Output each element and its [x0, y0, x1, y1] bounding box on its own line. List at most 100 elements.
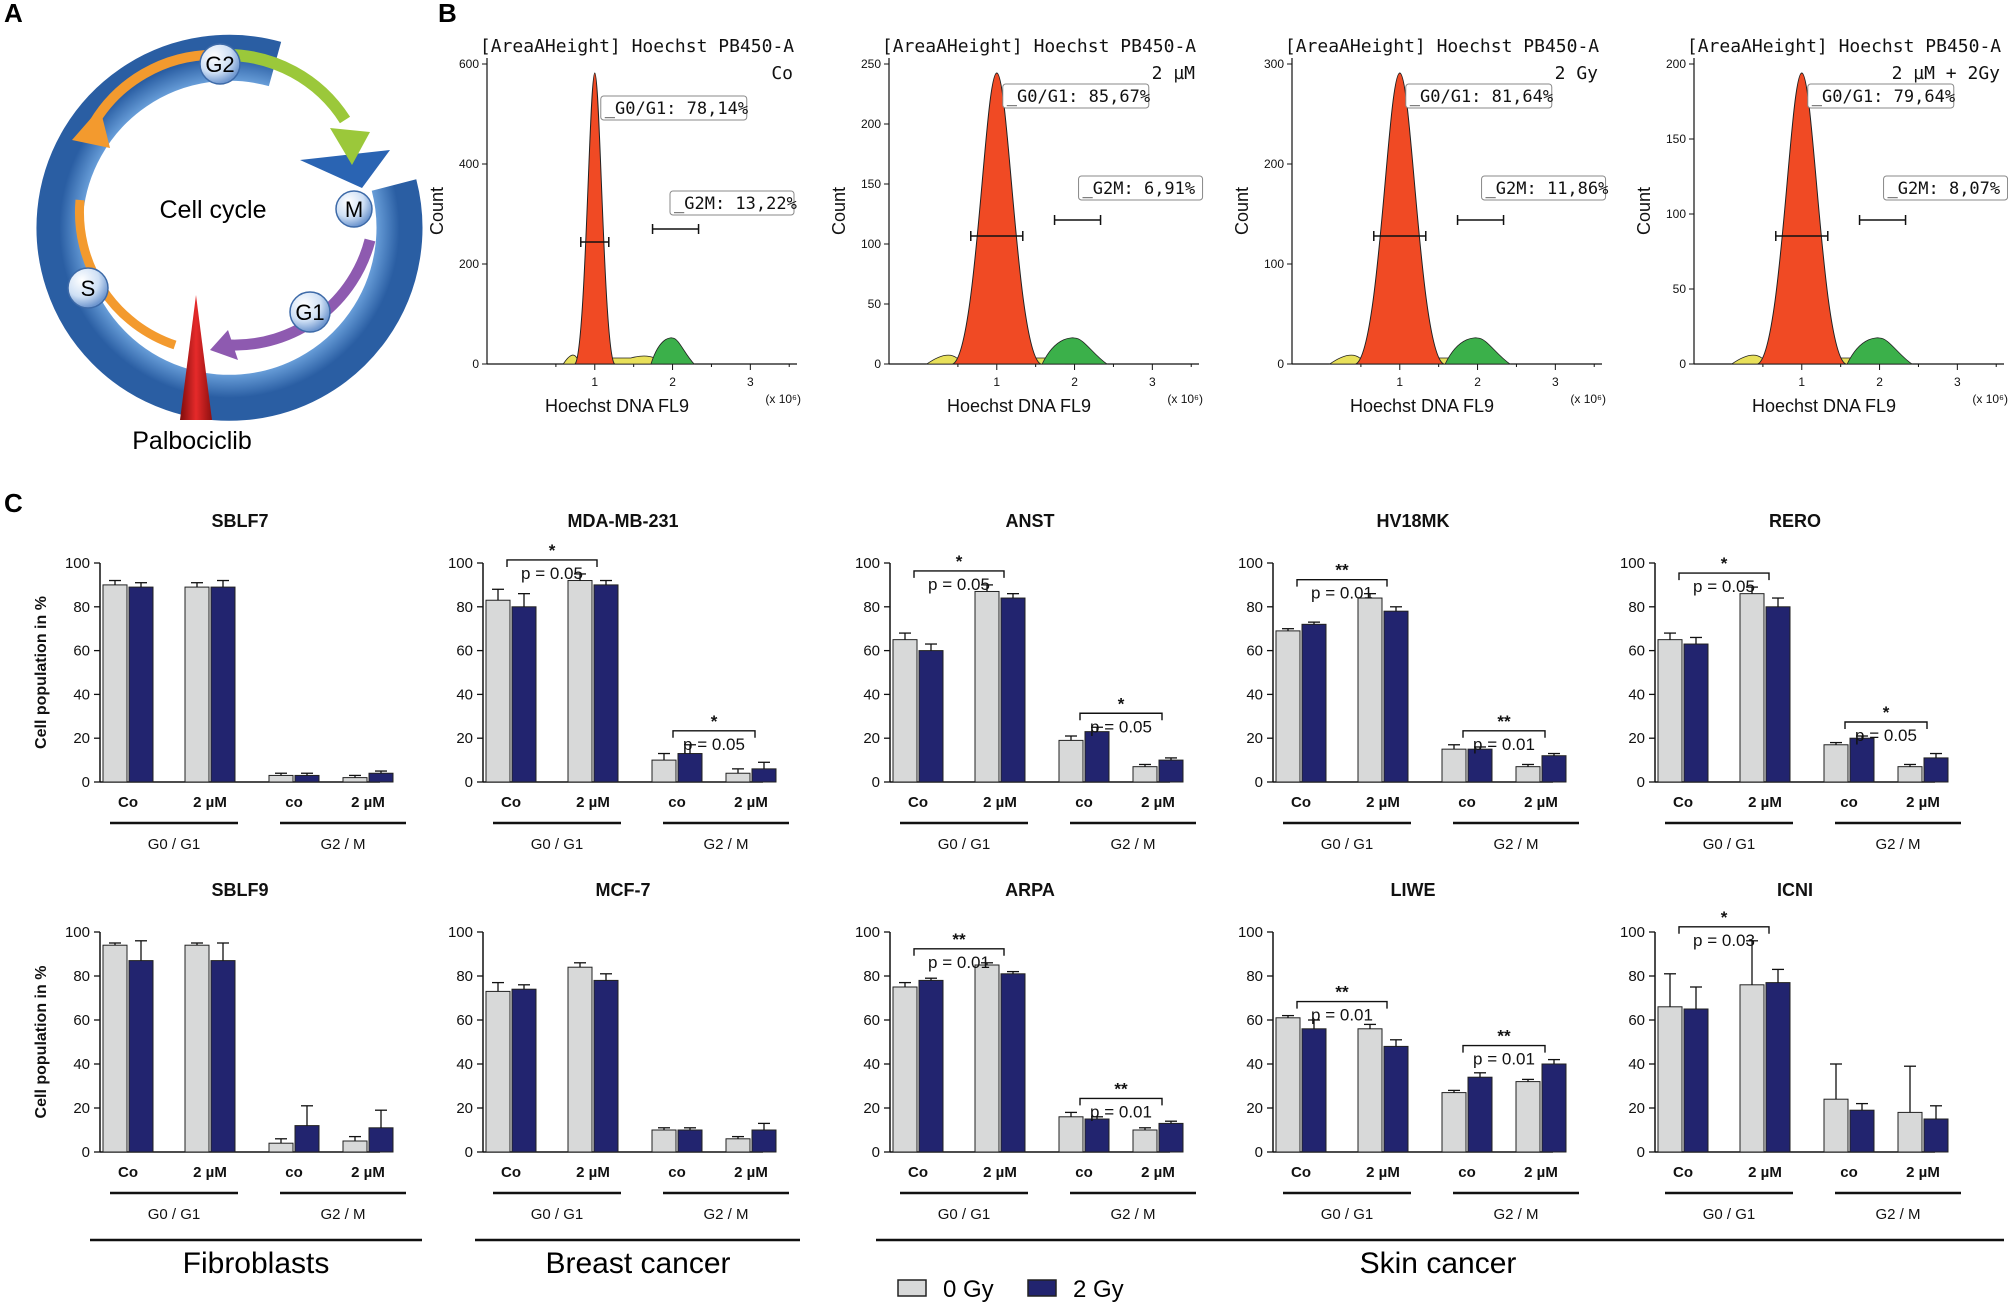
gate-g0g1-box: [600, 95, 748, 121]
bar: [184, 586, 210, 783]
histogram-x-unit: (x 10⁶): [765, 392, 801, 406]
chart-y-tick-label: 100: [65, 555, 90, 572]
histogram-y-tick-label: 250: [861, 57, 881, 71]
gate-g2m-box: [1078, 175, 1204, 201]
chart-y-tick-label: 80: [73, 599, 90, 616]
bar: [1823, 1098, 1849, 1153]
bar: [677, 1129, 703, 1153]
group-label: G2 / M: [1110, 836, 1155, 853]
histogram-g2m-peak: [1041, 337, 1109, 365]
category-label: 2 µM: [1141, 1164, 1175, 1181]
chart-title: ANST: [1006, 511, 1055, 531]
chart-y-tick-label: 40: [1246, 1056, 1263, 1073]
legend-label-2gy: 2 Gy: [1073, 1276, 1124, 1303]
category-label: 2 µM: [1906, 1164, 1940, 1181]
chart-title: LIWE: [1391, 880, 1436, 900]
bar-chart-anst: ANST 0 20 40 60 80 100 Co 2 µM co 2 µM G0 / G1 G2 / …: [855, 511, 1196, 853]
group-label: G2 / M: [320, 1206, 365, 1223]
drug-label: Palbociclib: [132, 427, 252, 455]
chart-y-tick-label: 60: [1628, 643, 1645, 660]
bar: [1058, 1116, 1084, 1153]
gate-g0g1-label: _G0/G1: 78,14%: [605, 99, 748, 119]
histogram-g0g1-peak: [573, 72, 616, 365]
gate-g2m-label: _G2M: 8,07%: [1888, 179, 2001, 199]
chart-y-tick-label: 100: [1620, 555, 1645, 572]
chart-y-tick-label: 60: [456, 1012, 473, 1029]
histogram-x-tick-label: 3: [1552, 375, 1559, 389]
category-label: 2 µM: [1524, 794, 1558, 811]
g1-arrowhead: [210, 330, 238, 360]
group-label: G0 / G1: [531, 1206, 584, 1223]
gate-g2m-box: [669, 190, 795, 216]
chart-y-tick-label: 80: [456, 968, 473, 985]
histogram-0: [AreaAHeight] Hoechst PB450-A Co 0 200 400 60…: [427, 36, 801, 416]
chart-y-tick-label: 0: [1255, 1144, 1263, 1161]
histogram-x-label: Hoechst DNA FL9: [1752, 396, 1896, 416]
bar: [651, 1129, 677, 1153]
chart-y-tick-label: 100: [65, 924, 90, 941]
bar: [1132, 1129, 1158, 1153]
chart-y-tick-label: 20: [1628, 730, 1645, 747]
histogram-x-tick-label: 1: [1798, 375, 1805, 389]
category-label: 2 µM: [1748, 794, 1782, 811]
chart-title: ARPA: [1005, 880, 1055, 900]
significance-stars: *: [1721, 908, 1728, 927]
histogram-g0g1-peak: [1355, 72, 1445, 365]
histogram-x-unit: (x 10⁶): [1972, 392, 2008, 406]
group-label: G0 / G1: [1321, 836, 1374, 853]
category-label: Co: [908, 1164, 928, 1181]
bar: [1357, 597, 1383, 783]
bar: [677, 753, 703, 783]
significance-bracket: [1462, 730, 1546, 738]
category-label: Co: [1291, 1164, 1311, 1181]
chart-y-tick-label: 40: [1628, 1056, 1645, 1073]
significance-stars: *: [1883, 703, 1890, 722]
significance-bracket: [1079, 712, 1163, 721]
bar: [1849, 737, 1875, 783]
bar: [1849, 1109, 1875, 1153]
legend-swatch-0gy: [897, 1279, 927, 1297]
group-label: G0 / G1: [1321, 1206, 1374, 1223]
chart-y-tick-label: 100: [1620, 924, 1645, 941]
bar: [918, 650, 944, 783]
bar: [1158, 1122, 1184, 1153]
category-label: 2 µM: [983, 1164, 1017, 1181]
histogram-g2m-peak: [650, 337, 696, 365]
bar: [974, 590, 1000, 783]
chart-y-tick-label: 40: [73, 686, 90, 703]
bar: [368, 1127, 394, 1153]
bar: [567, 580, 593, 783]
chart-y-tick-label: 40: [863, 1056, 880, 1073]
bar: [1383, 610, 1409, 783]
bar-charts: SBLF7 0 20 40 60 80 100 Cell population in % Co 2…: [33, 511, 1961, 1223]
bar: [1467, 748, 1493, 783]
cycle-ring: [36, 34, 423, 421]
bar: [725, 772, 751, 783]
bar: [1383, 1045, 1409, 1153]
histogram-y-tick-label: 150: [861, 177, 881, 191]
phase-ball-g1: [289, 291, 331, 333]
bar: [294, 774, 320, 783]
bar: [1541, 755, 1567, 783]
bar: [567, 966, 593, 1153]
bar: [1301, 1028, 1327, 1153]
category-label: 2 µM: [193, 1164, 227, 1181]
category-label: 2 µM: [1906, 794, 1940, 811]
category-label: 2 µM: [193, 794, 227, 811]
significance-stars: **: [1497, 712, 1511, 731]
histogram-y-label: Count: [1232, 187, 1252, 235]
histogram-condition: 2 µM + 2Gy: [1892, 63, 2001, 84]
chart-y-tick-label: 0: [82, 774, 90, 791]
histogram-x-unit: (x 10⁶): [1570, 392, 1606, 406]
histogram-y-label: Count: [427, 187, 447, 235]
bar: [1058, 739, 1084, 783]
chart-y-tick-label: 0: [1255, 774, 1263, 791]
category-label: Co: [1673, 1164, 1693, 1181]
histogram-x-tick-label: 1: [1396, 375, 1403, 389]
legend-swatch-2gy: [1027, 1279, 1057, 1297]
chart-y-tick-label: 40: [1628, 686, 1645, 703]
bar: [1158, 759, 1184, 783]
histogram-y-tick-label: 0: [1679, 357, 1686, 371]
category-label: 2 µM: [1366, 1164, 1400, 1181]
